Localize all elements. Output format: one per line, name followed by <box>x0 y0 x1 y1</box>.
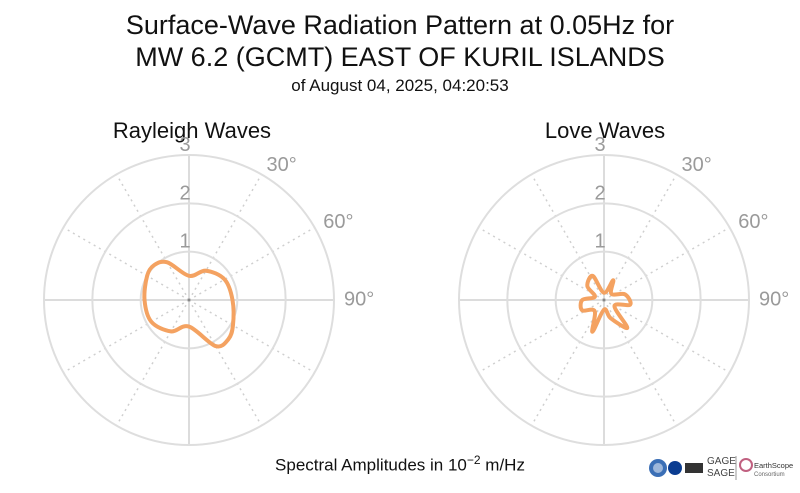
earthscope-logo-icon <box>739 458 753 472</box>
love-spoke-60 <box>603 226 730 301</box>
love-theta-tick-label-30: 30° <box>682 154 712 176</box>
love-spoke-120 <box>603 299 730 374</box>
rayleigh-theta-tick-label-30: 30° <box>267 154 297 176</box>
love-r-tick-label-3: 3 <box>594 134 605 156</box>
rayleigh-center-dot <box>187 298 191 302</box>
rayleigh-spoke-60 <box>188 226 315 301</box>
love-theta-tick-label-60: 60° <box>738 211 768 233</box>
rayleigh-spoke-300 <box>63 226 190 301</box>
love-center-dot <box>602 298 606 302</box>
consortium-logo-text: Consortium <box>754 472 785 478</box>
rayleigh-spoke-150 <box>188 299 263 426</box>
rayleigh-ring-3 <box>43 154 335 446</box>
rayleigh-spoke-240 <box>63 299 190 374</box>
love-ring-3 <box>458 154 750 446</box>
amplitude-units-exponent: −2 <box>466 453 481 467</box>
nsf-logo-highlight-icon <box>653 463 663 473</box>
usgs-logo-icon <box>685 463 703 473</box>
amplitude-units-base: 10 <box>447 455 467 475</box>
love-radiation-curve <box>578 273 633 334</box>
love-ring-1 <box>554 250 654 350</box>
love-ring-2 <box>506 202 702 398</box>
rayleigh-spoke-330 <box>115 174 190 301</box>
rayleigh-theta-tick-label-60: 60° <box>323 211 353 233</box>
panel-title-rayleigh: Rayleigh Waves <box>112 118 272 143</box>
rayleigh-spoke-210 <box>115 299 190 426</box>
chart-title-line1: Surface-Wave Radiation Pattern at 0.05Hz… <box>125 10 675 40</box>
love-spoke-300 <box>478 226 605 301</box>
love-spoke-30 <box>603 174 678 301</box>
chart-subtitle: of August 04, 2025, 04:20:53 <box>291 76 509 95</box>
sage-logo-text: SAGE <box>707 468 735 479</box>
rayleigh-theta-tick-label-90: 90° <box>344 288 374 310</box>
love-spoke-330 <box>530 174 605 301</box>
amplitude-units-unit: m/Hz <box>480 455 525 475</box>
love-theta-tick-label-90: 90° <box>759 288 789 310</box>
rayleigh-radiation-curve <box>142 259 236 349</box>
rayleigh-r-tick-label-3: 3 <box>179 134 190 156</box>
amplitude-units-label: Spectral Amplitudes in 10−2 m/Hz <box>0 453 800 476</box>
panel-title-love: Love Waves <box>544 118 666 143</box>
love-spoke-210 <box>530 299 605 426</box>
love-r-tick-label-1: 1 <box>594 231 605 253</box>
love-r-tick-label-2: 2 <box>594 182 605 204</box>
amplitude-units-prefix: Spectral Amplitudes in <box>275 455 448 475</box>
rayleigh-ring-1 <box>139 250 239 350</box>
nasa-logo-icon <box>668 461 682 475</box>
sponsor-logos: GAGE SAGE EarthScope Consortium <box>649 456 793 480</box>
rayleigh-r-tick-label-1: 1 <box>179 231 190 253</box>
chart-title-line2: MW 6.2 (GCMT) EAST OF KURIL ISLANDS <box>135 42 665 72</box>
rayleigh-spoke-30 <box>188 174 263 301</box>
rayleigh-ring-2 <box>91 202 287 398</box>
earthscope-logo-text: EarthScope <box>754 461 793 470</box>
love-spoke-150 <box>603 299 678 426</box>
rayleigh-r-tick-label-2: 2 <box>179 182 190 204</box>
rayleigh-spoke-120 <box>188 299 315 374</box>
gage-logo-text: GAGE <box>707 456 736 467</box>
